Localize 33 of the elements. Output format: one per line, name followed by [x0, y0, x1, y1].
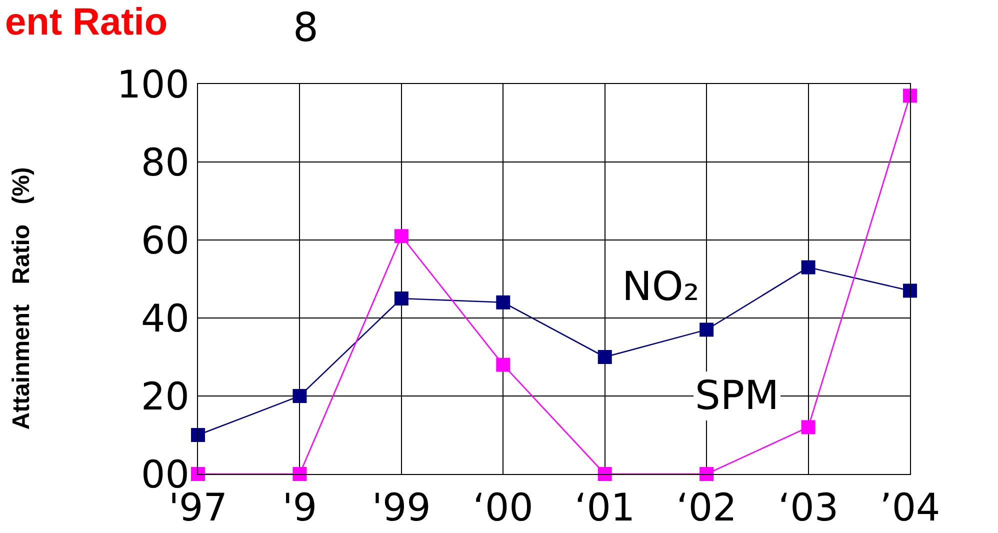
- y-tick-label: 60: [141, 218, 190, 262]
- point: [801, 420, 816, 434]
- y-tick-label: 40: [141, 296, 190, 340]
- point: [191, 428, 205, 442]
- x-tick-label: ‘00: [472, 486, 534, 530]
- y-axis-title: Attainment Ratio (%): [8, 167, 35, 430]
- x-tick-label: ‘02: [676, 486, 737, 530]
- x-tick-label: '9: [282, 486, 318, 530]
- text: 8: [293, 5, 318, 51]
- x-tick-label: ‘03: [778, 486, 839, 530]
- chart-title: ent Ratio: [4, 2, 168, 44]
- x-tick-label: '99: [372, 486, 431, 530]
- point: [394, 229, 408, 244]
- point: [903, 284, 917, 298]
- point: [700, 467, 714, 481]
- y-tick-label: 100: [116, 62, 190, 106]
- point: [598, 350, 612, 364]
- point: [292, 467, 307, 481]
- point: [496, 295, 510, 310]
- series-label: SPM: [695, 373, 780, 419]
- x-tick-label: ‘01: [574, 486, 636, 530]
- point: [496, 358, 510, 372]
- point: [394, 292, 408, 306]
- point: [191, 467, 205, 481]
- y-tick-label: 80: [141, 140, 190, 184]
- point: [292, 389, 307, 403]
- point: [801, 260, 816, 274]
- series-label: NO₂: [622, 264, 700, 310]
- point: [903, 88, 917, 103]
- y-tick-label: 20: [141, 374, 190, 418]
- x-tick-label: ’04: [880, 486, 940, 530]
- point: [598, 467, 612, 481]
- point: [700, 322, 714, 337]
